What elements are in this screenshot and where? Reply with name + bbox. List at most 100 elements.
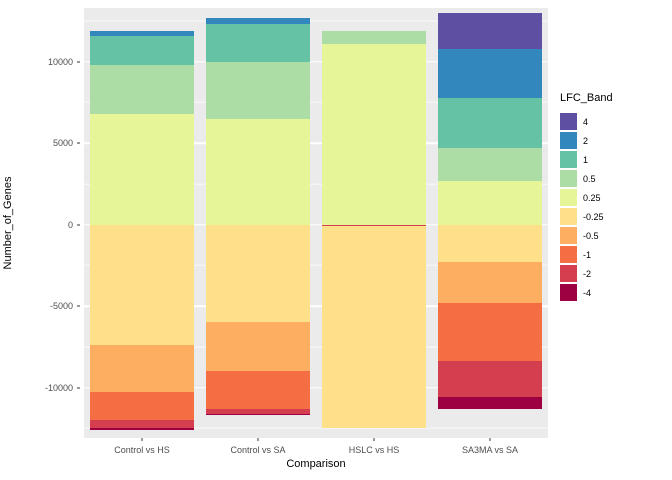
bar-column-3 [321,8,427,438]
legend-label: 1 [583,154,589,165]
bar-segment-band--0.25 [89,224,195,346]
bar-segment-band-0.25 [437,180,543,225]
plot-panel [84,8,548,438]
y-tick-mark [77,61,80,63]
y-tick-mark [77,142,80,144]
bar-column-4 [437,8,543,438]
bar-segment-band--0.25 [437,224,543,263]
y-tick-label: 10000 [47,56,73,67]
legend: LFC_Band 4 2 1 0.5 0.25 -0.25 -0.5 -1 -2 -4 [560,92,668,303]
y-tick-mark [77,387,80,388]
legend-label: 0.25 [583,192,601,203]
bar-segment-band-0.5 [205,61,311,119]
bar-segment-band-1 [437,97,543,149]
legend-swatch [560,189,577,206]
x-axis-title: Comparison [286,458,346,470]
legend-label: -1 [583,249,592,260]
bar-segment-band--4 [437,397,543,409]
y-axis: 10000 5000 0 -5000 -10000 [38,8,80,438]
legend-swatch [560,284,577,301]
bar-segment-band-0.5 [437,148,543,181]
legend-label: 0.5 [583,173,596,184]
y-tick-label: -10000 [44,382,73,393]
legend-label: -0.25 [583,211,604,222]
bar-segment-band--0.25 [321,226,427,429]
bar-segment-band--4 [205,413,311,416]
y-tick-mark [77,224,80,226]
bar-segment-band-1 [89,35,195,65]
bar-segment-band--0.25 [205,224,311,323]
legend-swatch [560,246,577,263]
legend-item--0.5: -0.5 [560,227,668,244]
bar-segment-band--2 [437,361,543,398]
x-tick-mark [141,438,143,441]
y-tick-label: 5000 [52,138,73,149]
legend-swatch [560,208,577,225]
gridline-major [84,142,548,144]
x-tick-mark [373,438,375,441]
x-tick-label-3: HSLC vs HS [348,445,400,455]
legend-label: -4 [583,287,592,298]
bar-segment-band-2 [205,17,311,25]
gridline-minor [84,20,548,22]
legend-item--4: -4 [560,284,668,301]
bar-segment-band-0.25 [205,118,311,225]
bar-segment-band--0.5 [437,262,543,303]
legend-item-4: 4 [560,113,668,130]
bar-segment-band--2 [205,408,311,414]
y-tick-mark [77,305,80,307]
bar-segment-band--1 [205,371,311,409]
bar-segment-band--0.5 [89,345,195,393]
legend-item-2: 2 [560,132,668,149]
y-axis-title: Number_of_Genes [2,176,14,270]
legend-item--0.25: -0.25 [560,208,668,225]
gridline-minor [84,346,548,348]
gridline-major [84,61,548,63]
gridline-minor [84,183,548,185]
legend-item-0.25: 0.25 [560,189,668,206]
bar-segment-band-2 [89,30,195,36]
y-tick-label: 0 [67,219,73,230]
x-axis: Control vs HS Control vs SA HSLC vs HS SA3M… [84,438,548,458]
bar-segment-band-1 [205,24,311,62]
legend-items: 4 2 1 0.5 0.25 -0.25 -0.5 -1 -2 -4 [560,113,668,301]
legend-title: LFC_Band [560,92,613,104]
legend-label: 2 [583,135,589,146]
x-tick-label-4: SA3MA vs SA [461,445,519,455]
bar-segment-band--1 [89,392,195,421]
bar-segment-band--1 [437,302,543,362]
legend-label: -2 [583,268,592,279]
gridline-minor [84,264,548,266]
gridline-major [84,223,548,226]
bar-column-1 [89,8,195,438]
bar-segment-band--2 [89,420,195,429]
legend-swatch [560,113,577,130]
bar-segment-band-4 [437,12,543,49]
gridline-minor [84,102,548,103]
legend-swatch [560,170,577,187]
x-tick-label-2: Control vs SA [230,445,286,455]
x-tick-mark [257,438,259,441]
bar-segment-band-0.5 [89,65,195,114]
x-tick-label-1: Control vs HS [114,445,170,455]
bar-segment-band-0.25 [321,43,427,225]
legend-swatch [560,151,577,168]
legend-item-1: 1 [560,151,668,168]
gridline-major [84,305,548,307]
bar-segment-band-2 [437,48,543,98]
y-tick-label: -5000 [49,301,73,312]
legend-item-0.5: 0.5 [560,170,668,187]
legend-item--1: -1 [560,246,668,263]
legend-item--2: -2 [560,265,668,282]
bar-segment-band--4 [89,428,195,430]
gridline-major [84,386,548,389]
legend-label: 4 [583,116,589,127]
legend-label: -0.5 [583,230,599,241]
bar-segment-band-0.5 [321,30,427,44]
legend-swatch [560,227,577,244]
legend-swatch [560,265,577,282]
legend-swatch [560,132,577,149]
bar-column-2 [205,8,311,438]
gridline-minor [84,427,548,429]
